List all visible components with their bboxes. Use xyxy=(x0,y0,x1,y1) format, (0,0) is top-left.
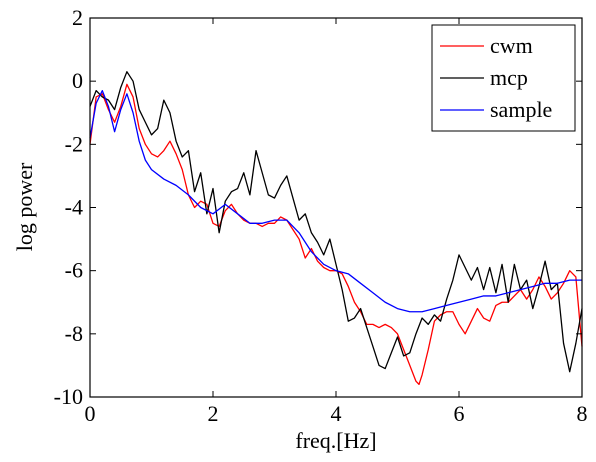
y-tick-label: -8 xyxy=(65,321,83,346)
ticks-layer: 0 2 4 6 8 2 0 -2 -4 -6 -8 -10 xyxy=(54,5,588,426)
legend-label-mcp: mcp xyxy=(490,65,528,90)
y-tick-label: -2 xyxy=(65,131,83,156)
series-line-cwm xyxy=(89,83,583,386)
series-layer xyxy=(89,71,583,386)
series-line-mcp xyxy=(89,71,583,373)
y-tick-label: 0 xyxy=(72,68,83,93)
x-tick-label: 4 xyxy=(331,401,342,426)
legend-label-cwm: cwm xyxy=(490,33,533,58)
y-tick-label: 2 xyxy=(72,5,83,30)
x-tick-label: 2 xyxy=(208,401,219,426)
legend-label-sample: sample xyxy=(490,97,552,122)
y-tick-label: -10 xyxy=(54,384,83,409)
legend: cwm mcp sample xyxy=(431,24,576,132)
x-tick-label: 6 xyxy=(454,401,465,426)
y-tick-label: -6 xyxy=(65,258,83,283)
y-axis-label: log power xyxy=(12,162,37,251)
x-tick-label: 0 xyxy=(85,401,96,426)
x-tick-label: 8 xyxy=(577,401,588,426)
series-line-sample xyxy=(89,89,582,313)
x-axis-label: freq.[Hz] xyxy=(295,428,376,453)
y-tick-label: -4 xyxy=(65,195,83,220)
